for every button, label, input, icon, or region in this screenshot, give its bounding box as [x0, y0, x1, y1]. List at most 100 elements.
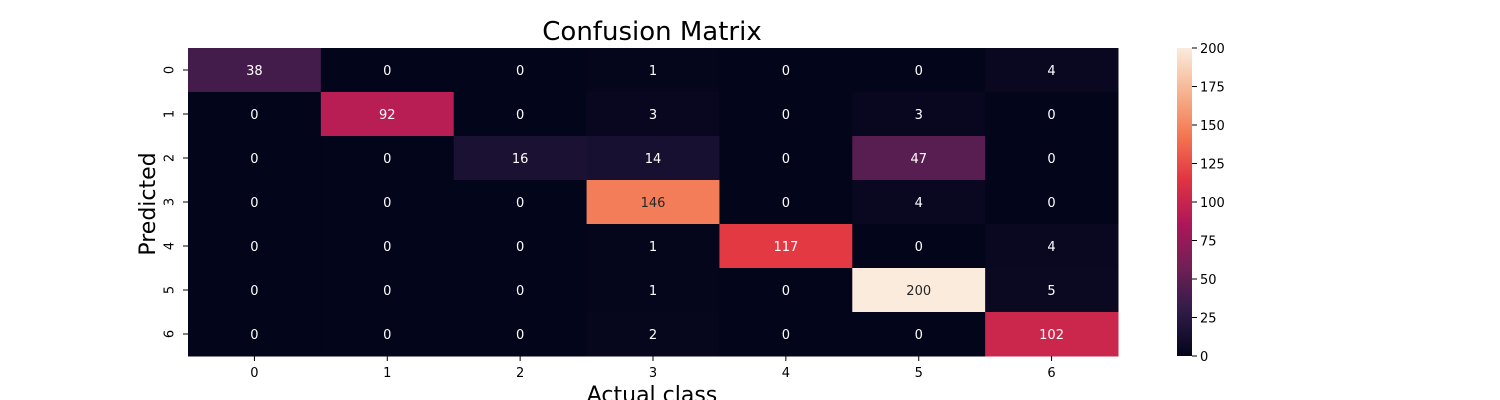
colorbar-tick-label: 0 [1200, 350, 1208, 365]
heatmap-cell [320, 224, 455, 269]
cell-value-label: 0 [782, 152, 790, 167]
cell-value-label: 200 [906, 284, 931, 299]
cell-value-label: 0 [782, 284, 790, 299]
heatmap-cell [586, 48, 720, 93]
cell-value-label: 0 [250, 240, 258, 255]
heatmap-cells [188, 48, 1119, 357]
cell-value-label: 3 [649, 108, 657, 123]
cell-value-label: 0 [1047, 196, 1055, 211]
heatmap-cell [453, 224, 588, 269]
heatmap-cell [719, 136, 853, 181]
cell-value-label: 0 [383, 284, 391, 299]
cell-value-label: 0 [516, 284, 524, 299]
cell-value-label: 0 [383, 196, 391, 211]
y-tick-label: 1 [163, 110, 178, 118]
colorbar-tick-label: 175 [1200, 81, 1225, 96]
heatmap-cell [453, 48, 588, 93]
cell-value-label: 0 [782, 196, 790, 211]
cell-value-label: 0 [383, 152, 391, 167]
cell-value-label: 0 [250, 108, 258, 123]
x-tick-label: 1 [383, 366, 391, 381]
heatmap-cell [320, 48, 455, 93]
cell-value-label: 0 [782, 108, 790, 123]
y-tick-label: 6 [163, 330, 178, 338]
heatmap-cell [188, 268, 322, 313]
cell-value-label: 1 [649, 240, 657, 255]
y-tick-label: 5 [163, 286, 178, 294]
heatmap-cell [188, 48, 322, 93]
cell-value-label: 0 [782, 64, 790, 79]
heatmap-cell [852, 92, 986, 137]
y-tick-label: 3 [163, 198, 178, 206]
x-tick-label: 2 [516, 366, 524, 381]
heatmap-cell [852, 224, 986, 269]
heatmap-cell [586, 224, 720, 269]
cell-value-label: 38 [246, 64, 263, 79]
heatmap-cell [320, 312, 455, 357]
cell-value-label: 0 [1047, 108, 1055, 123]
heatmap-cell [320, 180, 455, 225]
cell-value-label: 0 [915, 328, 923, 343]
heatmap-cell [719, 48, 853, 93]
cell-value-label: 0 [250, 152, 258, 167]
colorbar-tick-label: 150 [1200, 119, 1225, 134]
heatmap-cell [188, 180, 322, 225]
colorbar-tick-label: 200 [1200, 42, 1225, 57]
x-tick-label: 0 [250, 366, 258, 381]
cell-value-label: 1 [649, 64, 657, 79]
cell-value-label: 0 [250, 284, 258, 299]
heatmap-cell [985, 268, 1119, 313]
heatmap-cell [586, 268, 720, 313]
heatmap-cell [453, 136, 588, 181]
heatmap-cell [852, 268, 986, 313]
heatmap-cell [188, 92, 322, 137]
colorbar-tick-label: 25 [1200, 312, 1217, 327]
heatmap-cell [453, 180, 588, 225]
heatmap-cell [985, 224, 1119, 269]
heatmap-cell [852, 180, 986, 225]
colorbar-tick-label: 75 [1200, 235, 1217, 250]
heatmap-cell [586, 312, 720, 357]
x-tick-label: 6 [1047, 366, 1055, 381]
y-axis-label: Predicted [136, 152, 161, 255]
heatmap-cell [985, 92, 1119, 137]
cell-value-label: 146 [641, 196, 666, 211]
cell-value-label: 0 [250, 196, 258, 211]
x-axis-label: Actual class [587, 383, 718, 400]
heatmap-cell [719, 224, 853, 269]
heatmap-cell [719, 92, 853, 137]
colorbar-tick-label: 100 [1200, 196, 1225, 211]
cell-value-label: 0 [915, 64, 923, 79]
heatmap-cell-labels: 38 0 0 1 0 0 40 92 0 3 0 3 00 0 16 14 0 47 00 0 0 146 0 4 00 0 0 1 1… [246, 64, 1064, 343]
heatmap-cell [852, 48, 986, 93]
x-tick-label: 5 [915, 366, 923, 381]
y-tick-label: 4 [163, 242, 178, 250]
cell-value-label: 102 [1039, 328, 1064, 343]
cell-value-label: 0 [516, 240, 524, 255]
cell-value-label: 0 [782, 328, 790, 343]
y-axis: 0 1 2 3 4 5 6 [163, 66, 188, 338]
heatmap-cell [586, 92, 720, 137]
colorbar-ticks: 0 25 50 75 100 125 150 175 200 [1192, 42, 1225, 365]
cell-value-label: 5 [1047, 284, 1055, 299]
heatmap-cell [985, 312, 1119, 357]
heatmap-cell [453, 268, 588, 313]
heatmap-cell [188, 136, 322, 181]
cell-value-label: 3 [915, 108, 923, 123]
cell-value-label: 4 [1047, 64, 1055, 79]
cell-value-label: 92 [379, 108, 396, 123]
heatmap-cell [719, 180, 853, 225]
heatmap-cell [586, 136, 720, 181]
cell-value-label: 0 [516, 64, 524, 79]
x-tick-label: 3 [649, 366, 657, 381]
cell-value-label: 47 [910, 152, 927, 167]
heatmap-cell [320, 92, 455, 137]
colorbar-tick-label: 50 [1200, 273, 1217, 288]
heatmap-cell [719, 312, 853, 357]
chart-title: Confusion Matrix [542, 17, 761, 47]
cell-value-label: 0 [383, 240, 391, 255]
cell-value-label: 0 [250, 328, 258, 343]
heatmap-cell [320, 268, 455, 313]
y-tick-label: 0 [163, 66, 178, 74]
cell-value-label: 16 [512, 152, 529, 167]
